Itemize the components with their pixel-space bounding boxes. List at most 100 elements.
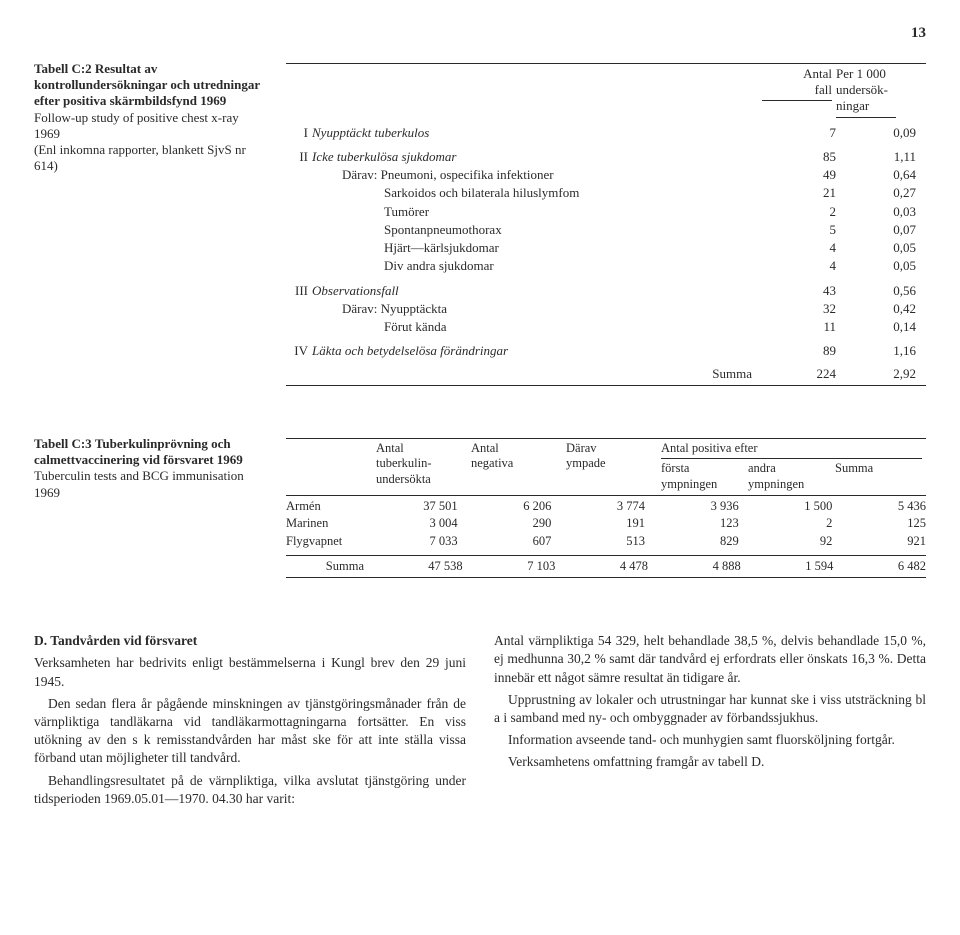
col-header: första xyxy=(661,461,748,477)
cell: 43 xyxy=(766,283,846,299)
body-text: D. Tandvården vid försvaret Verksamheten… xyxy=(34,632,926,812)
row-label: Tumörer xyxy=(312,204,766,220)
col-header: Per 1 000 xyxy=(836,66,926,82)
cell: 6 206 xyxy=(458,499,552,515)
row-label: Flygvapnet xyxy=(286,534,364,550)
rule xyxy=(286,385,926,386)
table-row: Armén37 5016 2063 7743 9361 5005 436 xyxy=(286,498,926,516)
paragraph: Antal värnpliktiga 54 329, helt behandla… xyxy=(494,632,926,687)
table-c2-caption: Tabell C:2 Resultat av kontrollundersökn… xyxy=(34,61,264,388)
cell: 0,42 xyxy=(846,301,926,317)
table-row: Hjärt—kärlsjukdomar40,05 xyxy=(286,239,926,257)
table-c3-body: Antal tuberkulin- undersökta Antal negat… xyxy=(286,436,926,580)
cell: 0,64 xyxy=(846,167,926,183)
cell: 7 033 xyxy=(364,534,458,550)
col-header: ympningen xyxy=(661,477,748,493)
cell: 7 xyxy=(766,125,846,141)
row-label: Nyupptäckt tuberkulos xyxy=(312,125,766,141)
col-header: Därav xyxy=(566,441,653,457)
rule xyxy=(286,495,926,496)
cell: 5 xyxy=(766,222,846,238)
table-c2-sum-row: Summa 224 2,92 xyxy=(286,365,926,383)
col-header: Antal xyxy=(762,66,832,82)
table-row: IVLäkta och betydelselösa förändringar89… xyxy=(286,342,926,360)
roman-numeral: III xyxy=(286,283,312,299)
table-c2-header: Antal fall Per 1 000 undersök- ningar xyxy=(286,66,926,118)
cell: 1,16 xyxy=(846,343,926,359)
row-label: Därav: Nyupptäckta xyxy=(312,301,766,317)
table-row: Därav: Pneumoni, ospecifika infektioner4… xyxy=(286,166,926,184)
section-heading: D. Tandvården vid försvaret xyxy=(34,633,197,648)
col-header: ympade xyxy=(566,456,653,472)
cell: 3 936 xyxy=(645,499,739,515)
table-c2-label-prefix: Tabell C:2 xyxy=(34,61,92,76)
table-c3-caption: Tabell C:3 Tuberkulinprövning och calmet… xyxy=(34,436,264,580)
cell: 21 xyxy=(766,185,846,201)
cell: 0,05 xyxy=(846,258,926,274)
roman-numeral: II xyxy=(286,149,312,165)
cell: 829 xyxy=(645,534,739,550)
rule xyxy=(286,577,926,578)
cell: 0,07 xyxy=(846,222,926,238)
table-c3-label-prefix: Tabell C:3 xyxy=(34,436,92,451)
cell: 2 xyxy=(766,204,846,220)
cell: 0,14 xyxy=(846,319,926,335)
row-label: Armén xyxy=(286,499,364,515)
rule xyxy=(286,555,926,556)
table-c3: Tabell C:3 Tuberkulinprövning och calmet… xyxy=(34,436,926,580)
cell: 513 xyxy=(551,534,645,550)
sum-n2: 2,92 xyxy=(846,366,926,382)
row-label: Div andra sjukdomar xyxy=(312,258,766,274)
sum-cell: 4 888 xyxy=(648,559,741,575)
cell: 921 xyxy=(832,534,926,550)
col-header: Antal xyxy=(471,441,558,457)
cell: 0,05 xyxy=(846,240,926,256)
cell: 1,11 xyxy=(846,149,926,165)
sum-cell: 1 594 xyxy=(741,559,834,575)
cell: 3 774 xyxy=(551,499,645,515)
cell: 290 xyxy=(458,516,552,532)
sum-cell: 7 103 xyxy=(463,559,556,575)
row-label: Spontanpneumothorax xyxy=(312,222,766,238)
cell: 191 xyxy=(551,516,645,532)
left-column: D. Tandvården vid försvaret Verksamheten… xyxy=(34,632,466,812)
rule xyxy=(286,438,926,439)
paragraph: Information avseende tand- och munhygien… xyxy=(494,731,926,749)
table-c3-header: Antal tuberkulin- undersökta Antal negat… xyxy=(286,441,926,493)
col-header: tuberkulin- xyxy=(376,456,463,472)
paragraph: Behandlingsresultatet på de värnpliktiga… xyxy=(34,772,466,808)
cell: 0,56 xyxy=(846,283,926,299)
table-row: IIIcke tuberkulösa sjukdomar851,11 xyxy=(286,148,926,166)
table-c2-subtitle: Follow-up study of positive chest x-ray … xyxy=(34,110,264,143)
cell: 89 xyxy=(766,343,846,359)
col-header: Summa xyxy=(835,461,922,477)
row-label: Observationsfall xyxy=(312,283,766,299)
table-row: Div andra sjukdomar40,05 xyxy=(286,257,926,275)
sum-cell: 6 482 xyxy=(833,559,926,575)
paragraph: Verksamhetens omfattning framgår av tabe… xyxy=(494,753,926,771)
sum-n1: 224 xyxy=(766,366,846,382)
cell: 32 xyxy=(766,301,846,317)
table-row: Spontanpneumothorax50,07 xyxy=(286,221,926,239)
cell: 92 xyxy=(739,534,833,550)
right-column: Antal värnpliktiga 54 329, helt behandla… xyxy=(494,632,926,812)
cell: 85 xyxy=(766,149,846,165)
col-header: andra xyxy=(748,461,835,477)
rule xyxy=(286,63,926,64)
cell: 4 xyxy=(766,240,846,256)
paragraph: Den sedan flera år pågående minskningen … xyxy=(34,695,466,768)
row-label: Förut kända xyxy=(312,319,766,335)
table-row: Sarkoidos och bilaterala hiluslymfom210,… xyxy=(286,184,926,202)
sum-label: Summa xyxy=(286,559,370,575)
roman-numeral: IV xyxy=(286,343,312,359)
row-label: Därav: Pneumoni, ospecifika infektioner xyxy=(312,167,766,183)
cell: 0,09 xyxy=(846,125,926,141)
col-header: Antal xyxy=(376,441,463,457)
cell: 0,03 xyxy=(846,204,926,220)
cell: 37 501 xyxy=(364,499,458,515)
cell: 607 xyxy=(458,534,552,550)
table-c3-sum-row: Summa 47 538 7 103 4 478 4 888 1 594 6 4… xyxy=(286,558,926,576)
table-row: Därav: Nyupptäckta320,42 xyxy=(286,300,926,318)
paragraph: Upprustning av lokaler och utrustningar … xyxy=(494,691,926,727)
row-label: Läkta och betydelselösa förändringar xyxy=(312,343,766,359)
